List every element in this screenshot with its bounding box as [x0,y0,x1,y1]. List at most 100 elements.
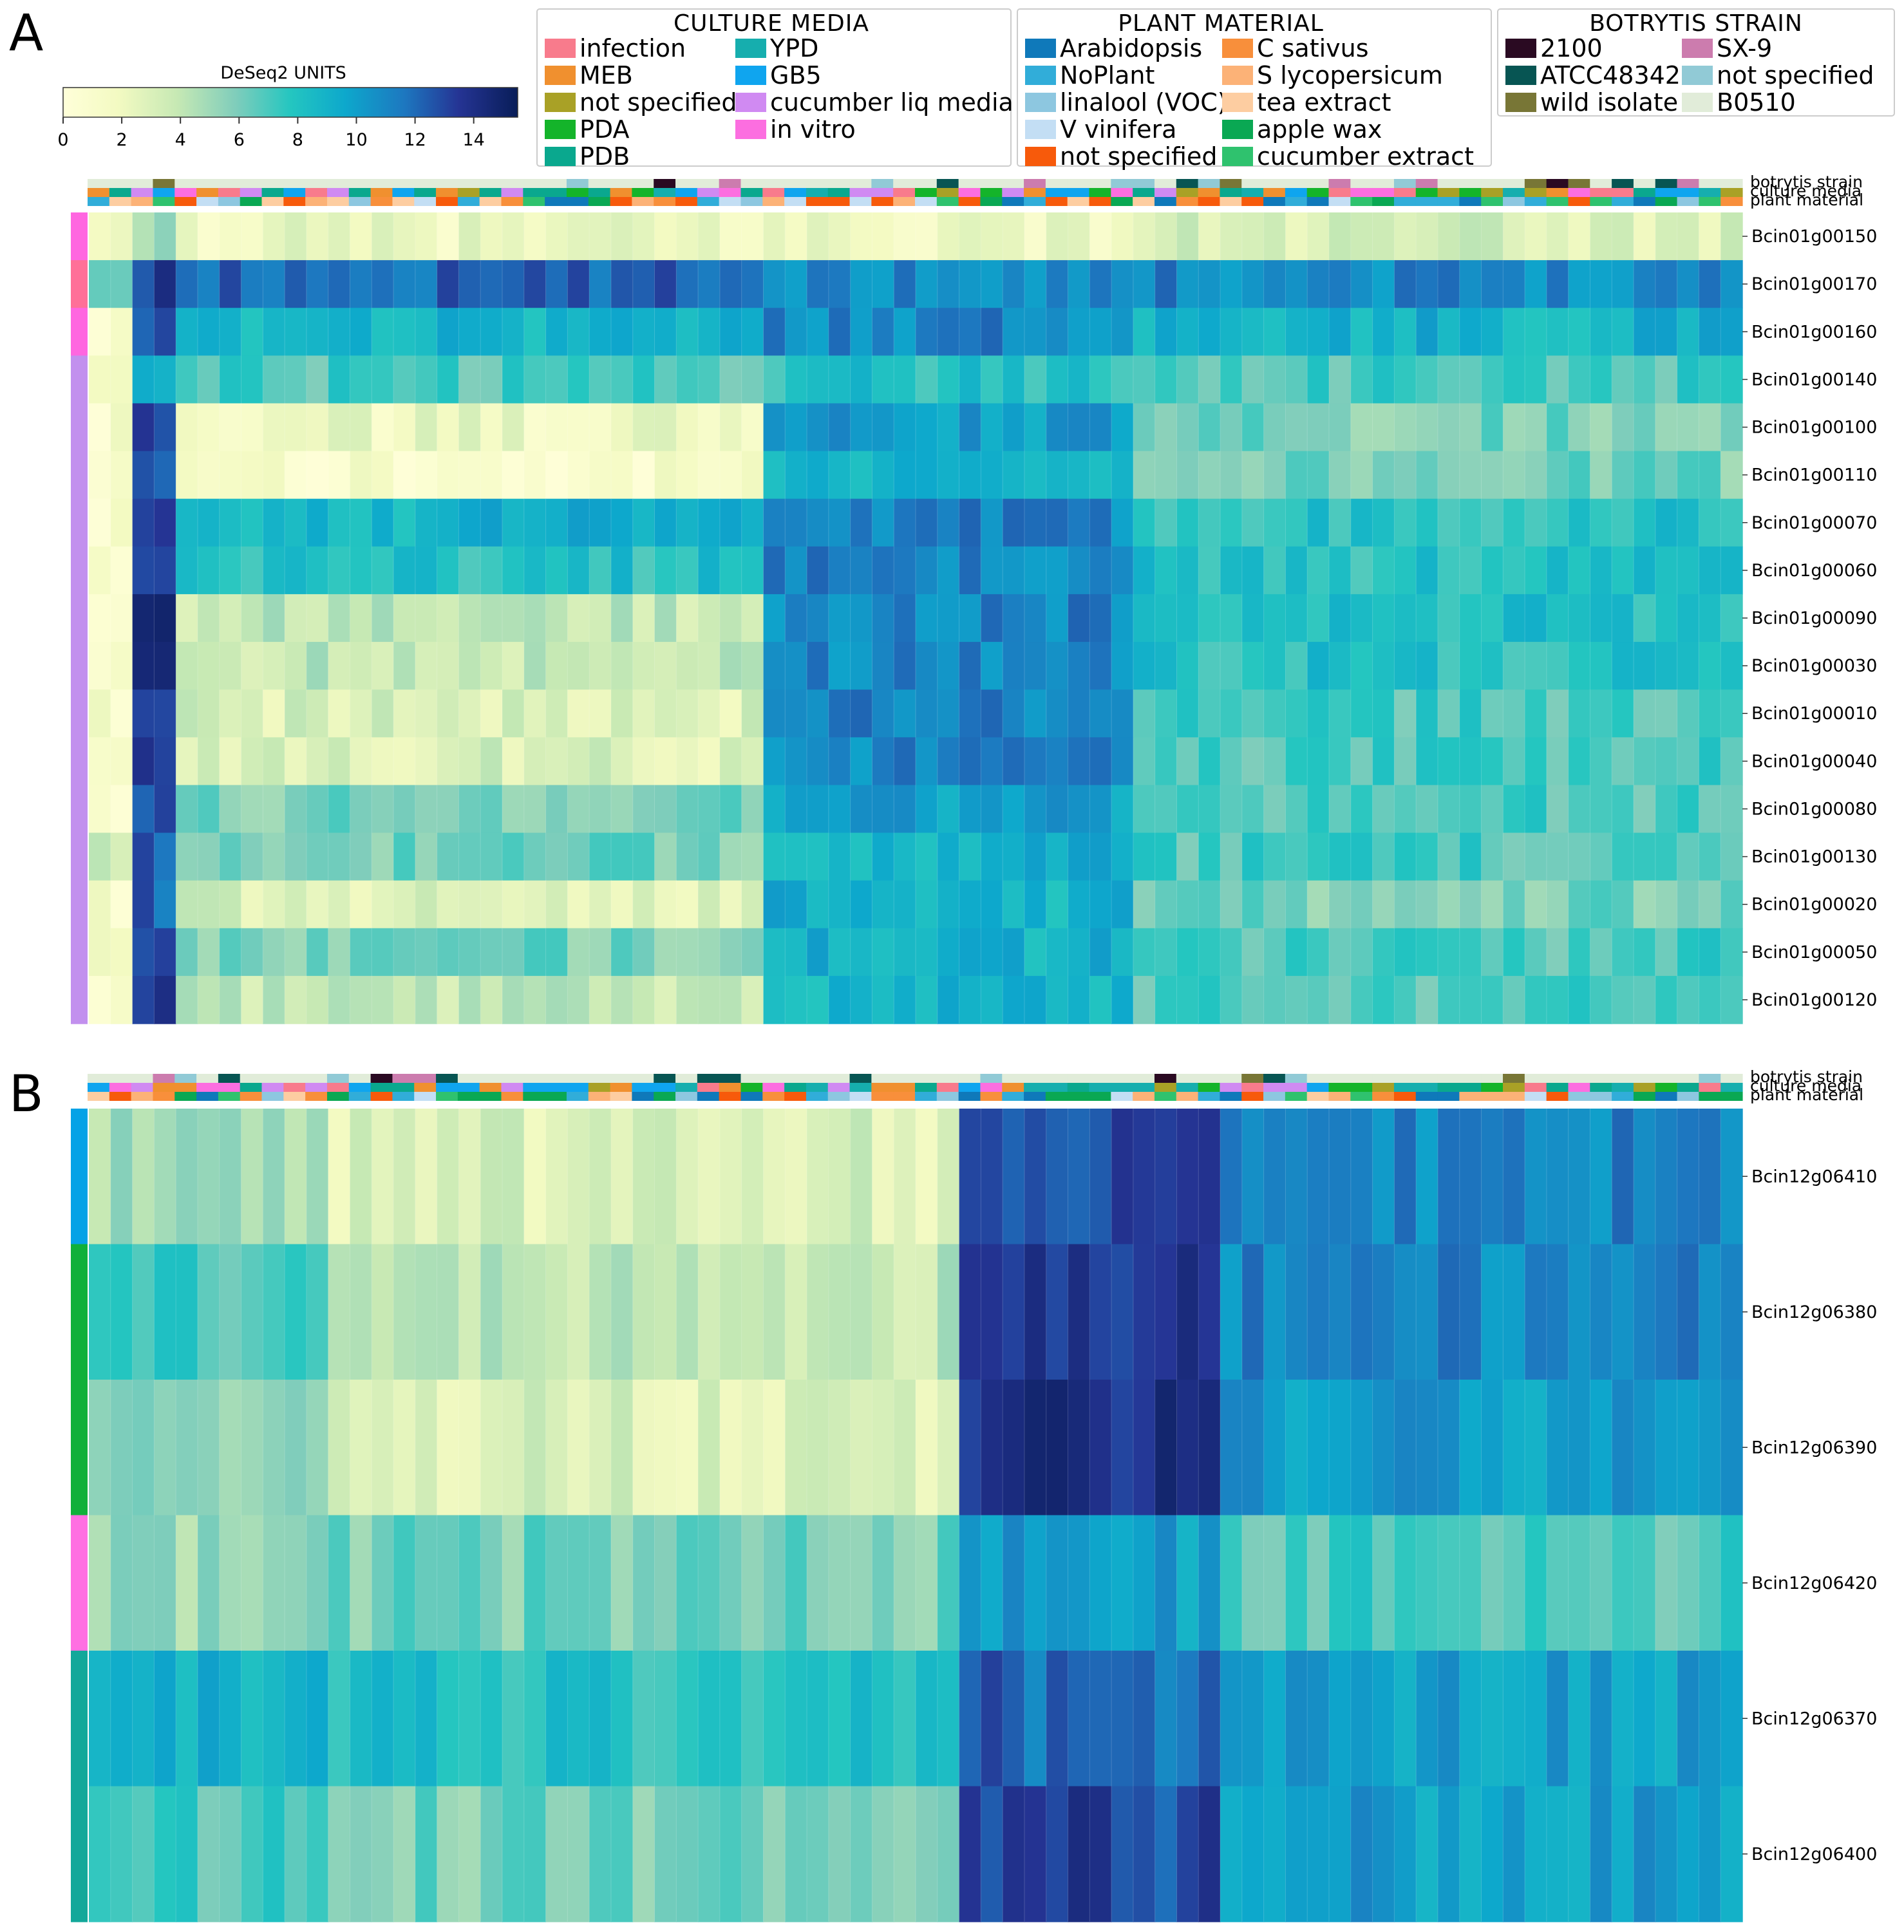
heatmap-cell [176,880,198,929]
heatmap-cell [1677,1244,1700,1380]
heatmap-cell [89,785,111,834]
heatmap-cell [1546,546,1569,595]
heatmap-cell [1024,498,1047,547]
heatmap-cell [1111,498,1134,547]
heatmap-cell [89,642,111,690]
heatmap-cell [458,1651,481,1787]
colorbar-tick-label: 10 [345,130,367,150]
annotation-cell [980,179,1003,188]
annotation-cell [218,197,241,206]
heatmap-cell [393,212,416,261]
heatmap-cell [1394,832,1417,881]
heatmap-cell [807,403,829,452]
heatmap-cell [372,546,394,595]
heatmap-cell [916,546,938,595]
heatmap-cell [1590,403,1612,452]
heatmap-cell [197,1651,220,1787]
heatmap-cell [785,1244,807,1380]
heatmap-cell [1437,689,1460,738]
heatmap-cell [1720,1244,1743,1380]
heatmap-cell [654,737,677,786]
heatmap-cell [1350,880,1373,929]
heatmap-cell [654,1651,677,1787]
row-label: Bcin01g00120 [1751,990,1877,1010]
heatmap-cell [894,785,916,834]
heatmap-cell [1089,308,1112,357]
annotation-cell [610,1092,632,1101]
annotation-cell [1045,188,1068,197]
heatmap-cell [1046,975,1069,1024]
heatmap-cell [1590,1651,1612,1787]
heatmap-cell [545,546,569,595]
heatmap-cell [1350,498,1373,547]
annotation-cell [196,1083,219,1092]
heatmap-cell [1046,832,1069,881]
annotation-cell [632,188,654,197]
annotation-cell [283,1083,306,1092]
annotation-cell [109,1083,132,1092]
heatmap-cell [1307,1515,1330,1651]
heatmap-cell [676,260,699,308]
heatmap-cell [1350,212,1373,261]
heatmap-cell [1459,451,1482,500]
heatmap-cell [1241,785,1265,834]
heatmap-cell [285,880,307,929]
heatmap-cell [1677,737,1700,786]
heatmap-cell [894,1786,916,1922]
heatmap-cell [1720,498,1743,547]
annotation-cell [1306,188,1330,197]
heatmap-cell [567,355,590,404]
legend-label: MEB [580,61,633,89]
heatmap-cell [1155,1515,1178,1651]
heatmap-cell [1612,355,1634,404]
heatmap-cell [1481,1651,1504,1787]
heatmap-cell [1394,451,1417,500]
heatmap-cell [1546,1786,1569,1922]
heatmap-cell [1720,212,1743,261]
annotation-cell [1524,1074,1547,1083]
heatmap-cell [1241,355,1265,404]
heatmap-cell [110,594,133,642]
heatmap-cell [959,1515,982,1651]
heatmap-cell [1220,1244,1243,1380]
heatmap-cell [959,403,982,452]
legend-swatch [735,39,766,58]
heatmap-cell [1133,260,1156,308]
heatmap-cell [1198,975,1221,1024]
heatmap-cell [1068,594,1091,642]
annotation-cell [261,197,284,206]
heatmap-cell [1481,1244,1504,1380]
heatmap-cell [372,928,394,977]
heatmap-cell [589,1244,612,1380]
heatmap-cell [1568,1515,1591,1651]
heatmap-cell [1699,1380,1721,1516]
annotation-cell [1720,197,1743,206]
heatmap-cell [89,1651,111,1787]
heatmap-cell [393,1244,416,1380]
heatmap-cell [589,403,612,452]
heatmap-cell [981,689,1003,738]
heatmap-cell [1437,1109,1460,1245]
annotation-cell [893,179,916,188]
heatmap-cell [1677,785,1700,834]
heatmap-cell [1525,689,1547,738]
heatmap-cell [89,832,111,881]
heatmap-cell [741,546,764,595]
heatmap-cell [350,1515,372,1651]
heatmap-cell [1546,594,1569,642]
heatmap-cell [1699,594,1721,642]
annotation-cell [1633,188,1656,197]
heatmap-cell [545,737,569,786]
heatmap-cell [567,832,590,881]
heatmap-cells-a [89,212,1743,1024]
heatmap-cell [807,1380,829,1516]
row-cluster-color [71,785,88,834]
heatmap-cell [350,737,372,786]
row-cluster-color [71,403,88,452]
heatmap-cell [937,642,960,690]
heatmap-cell [110,785,133,834]
heatmap-cell [1089,832,1112,881]
heatmap-cell [1263,1380,1287,1516]
heatmap-cell [1612,1651,1634,1787]
